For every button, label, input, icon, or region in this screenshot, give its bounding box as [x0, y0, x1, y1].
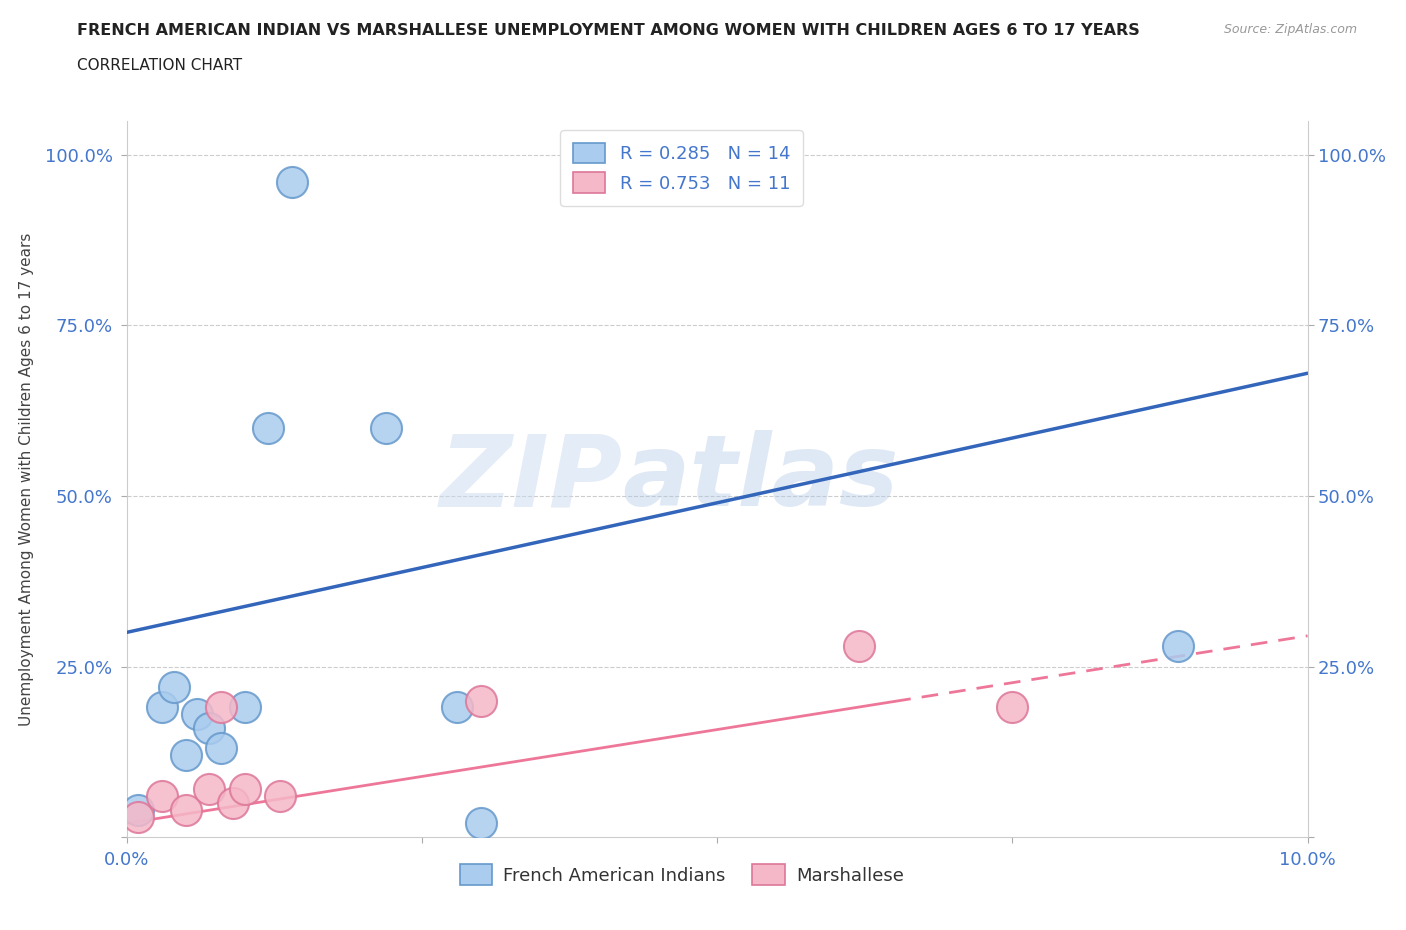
Y-axis label: Unemployment Among Women with Children Ages 6 to 17 years: Unemployment Among Women with Children A…: [18, 232, 34, 725]
Point: [257, 420, 280, 435]
Point: [470, 816, 492, 830]
Point: [198, 782, 221, 797]
Text: atlas: atlas: [623, 431, 898, 527]
Text: Source: ZipAtlas.com: Source: ZipAtlas.com: [1223, 23, 1357, 36]
Point: [174, 748, 197, 763]
Point: [127, 809, 149, 824]
Point: [269, 789, 291, 804]
Text: FRENCH AMERICAN INDIAN VS MARSHALLESE UNEMPLOYMENT AMONG WOMEN WITH CHILDREN AGE: FRENCH AMERICAN INDIAN VS MARSHALLESE UN…: [77, 23, 1140, 38]
Point: [375, 420, 398, 435]
Point: [233, 700, 256, 715]
Point: [127, 803, 149, 817]
Point: [470, 693, 492, 708]
Point: [222, 795, 245, 810]
Point: [233, 782, 256, 797]
Text: CORRELATION CHART: CORRELATION CHART: [77, 58, 242, 73]
Point: [186, 707, 208, 722]
Point: [150, 700, 173, 715]
Point: [198, 721, 221, 736]
Legend: French American Indians, Marshallese: French American Indians, Marshallese: [453, 857, 911, 893]
Point: [209, 741, 232, 756]
Text: ZIP: ZIP: [440, 431, 623, 527]
Point: [1001, 700, 1024, 715]
Point: [174, 803, 197, 817]
Point: [1167, 639, 1189, 654]
Point: [281, 175, 304, 190]
Point: [209, 700, 232, 715]
Point: [150, 789, 173, 804]
Point: [163, 680, 186, 695]
Point: [848, 639, 870, 654]
Point: [446, 700, 468, 715]
